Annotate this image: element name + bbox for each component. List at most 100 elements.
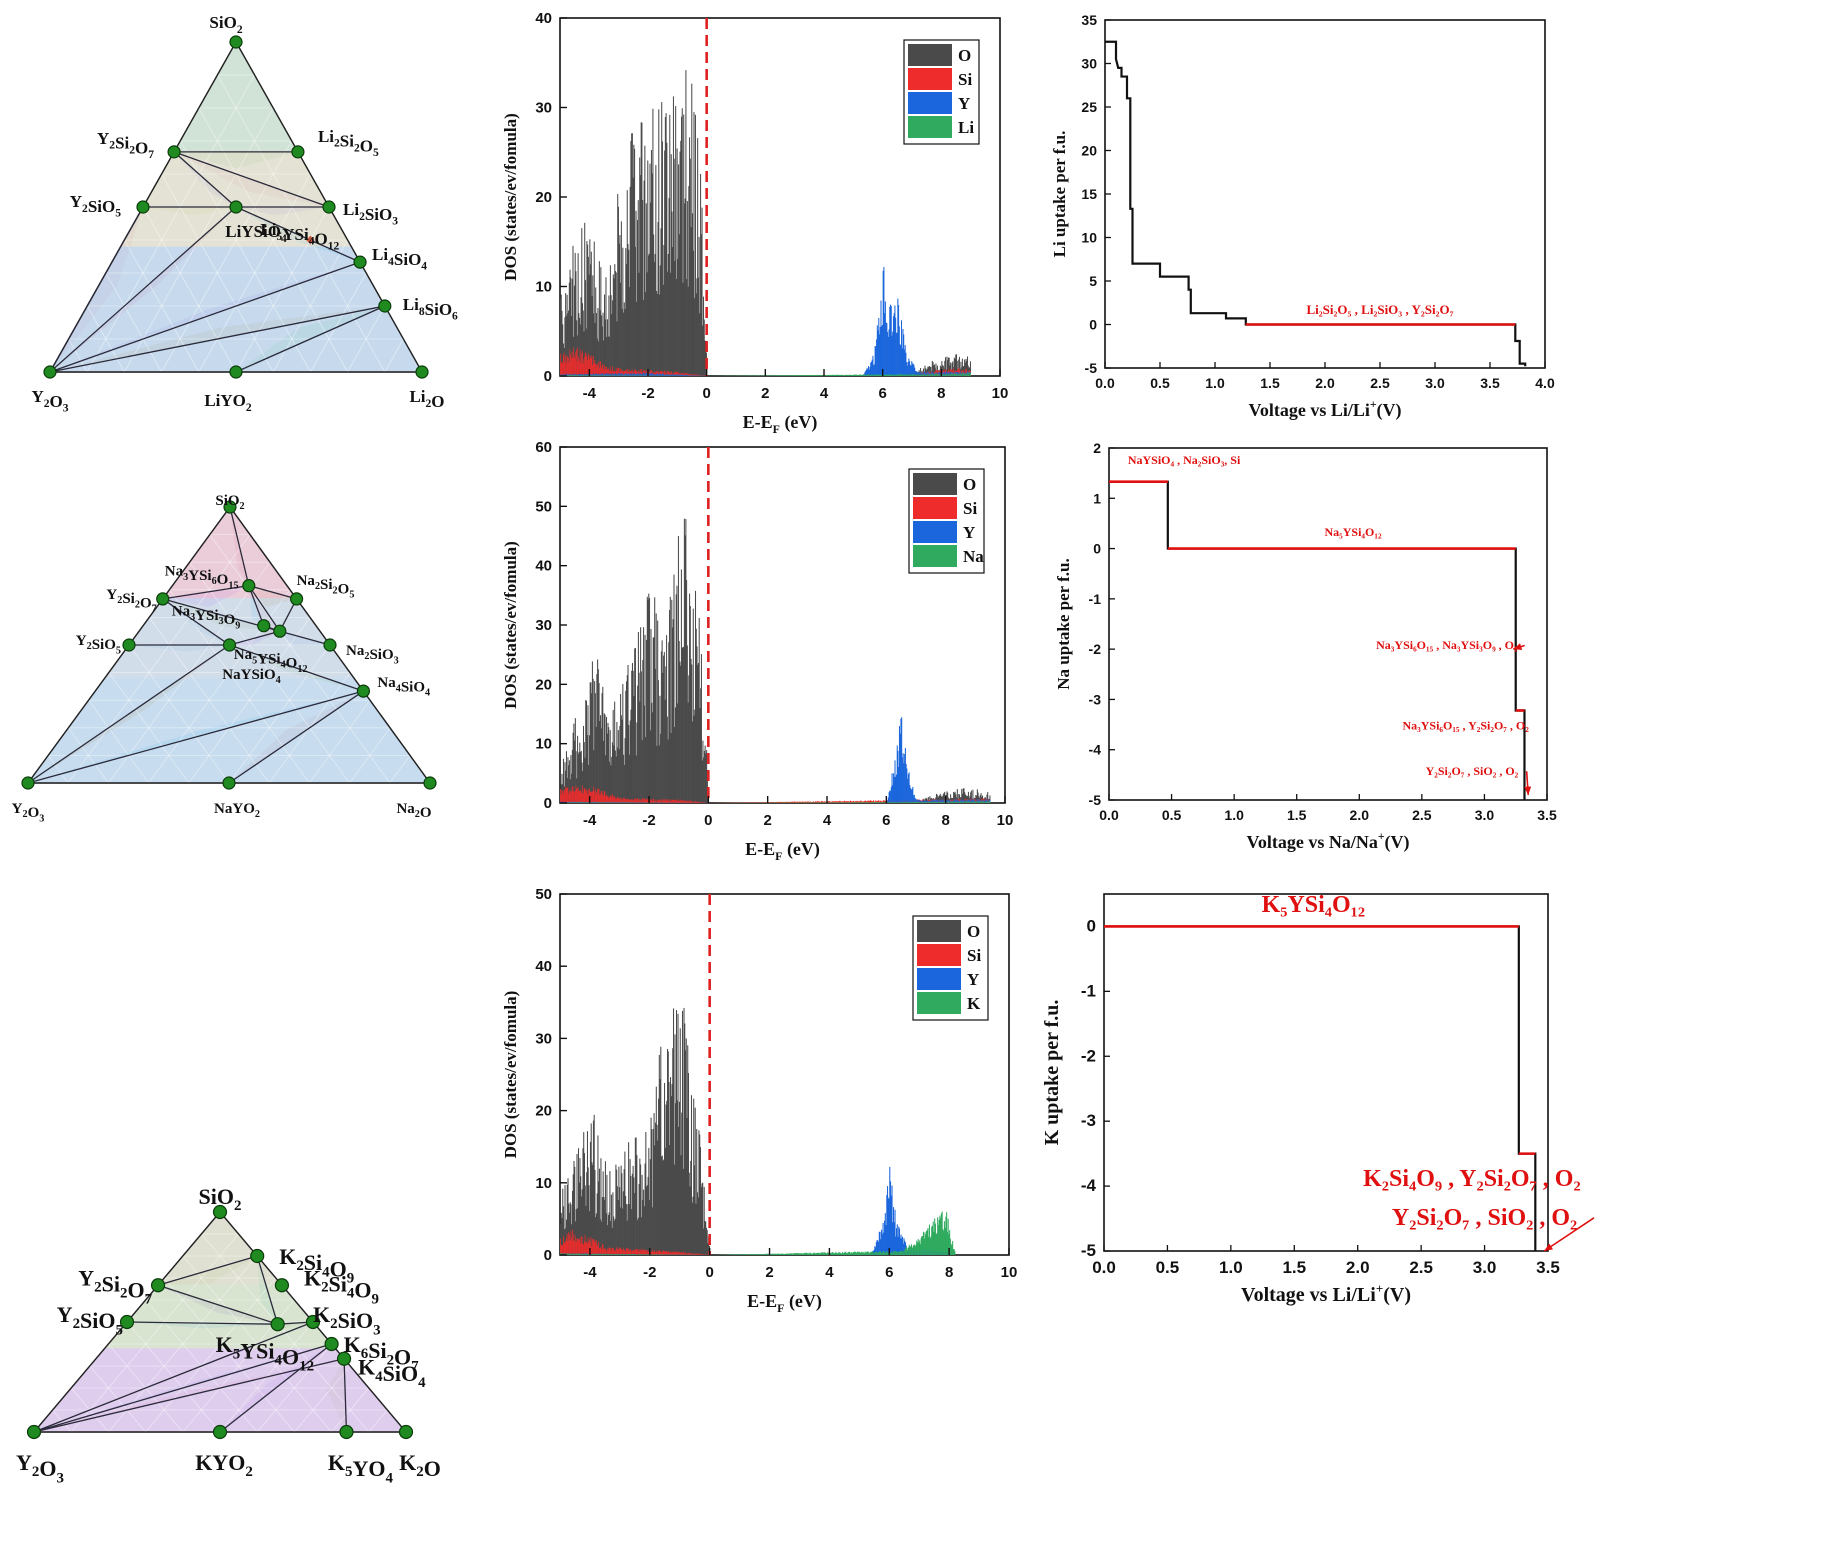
- dos-bar-alkali: [899, 1250, 901, 1255]
- dos-bar-alkali: [584, 375, 586, 376]
- dos-bar-Si: [643, 1249, 645, 1255]
- dos-bar-O: [655, 613, 657, 803]
- dos-bar-Y: [909, 364, 911, 376]
- dos-bar-alkali: [597, 1253, 599, 1255]
- dos-bar-O: [621, 719, 623, 803]
- dos-bar-alkali: [774, 375, 776, 376]
- dos-bar-Si: [645, 800, 647, 803]
- dos-bar-Y: [607, 802, 609, 803]
- phase-label: Na5YSi4O12: [234, 647, 308, 675]
- dos-bar-Y: [640, 802, 642, 803]
- dos-bar-Y: [890, 790, 892, 803]
- dos-bar-Y: [884, 1220, 886, 1255]
- dos-bar-alkali: [849, 802, 852, 803]
- dos-bar-O: [571, 773, 573, 803]
- dos-bar-Y: [907, 361, 909, 376]
- dos-bar-Si: [858, 801, 860, 803]
- dos-bar-alkali: [576, 375, 578, 376]
- dos-bar-Y: [629, 802, 631, 803]
- dos-bar-O: [675, 278, 677, 376]
- dos-bar-alkali: [604, 375, 606, 376]
- dos-bar-Si: [576, 788, 578, 803]
- dos-bar-alkali: [601, 1253, 603, 1255]
- dos-bar-alkali: [652, 1254, 654, 1255]
- dos-bar-Si: [666, 799, 668, 803]
- dos-bar-alkali: [884, 374, 886, 376]
- dos-bar-O: [692, 608, 694, 803]
- dos-bar-O: [953, 792, 955, 803]
- dos-bar-alkali: [885, 374, 887, 376]
- dos-bar-Y: [890, 305, 892, 376]
- dos-bar-O: [657, 1140, 659, 1255]
- dos-bar-alkali: [580, 802, 582, 803]
- dos-bar-Si: [872, 800, 875, 803]
- dos-bar-alkali: [834, 802, 836, 803]
- dos-bar-Si: [681, 1252, 684, 1255]
- dos-bar-alkali: [908, 802, 910, 803]
- dos-bar-alkali: [907, 802, 909, 803]
- dos-bar-Si: [588, 789, 590, 803]
- dos-bar-alkali: [857, 802, 859, 803]
- dos-bar-alkali: [864, 1251, 866, 1255]
- dos-bar-O: [615, 756, 617, 803]
- phase-node: [257, 619, 271, 633]
- tie-line: [49, 305, 385, 373]
- dos-bar-alkali: [928, 374, 930, 376]
- dos-bar-Si: [622, 798, 624, 803]
- dos-bar-alkali: [857, 1252, 859, 1255]
- phase-label: Y2O3: [16, 1450, 64, 1486]
- dos-bar-Y: [631, 802, 633, 803]
- dos-bar-Si: [820, 801, 822, 803]
- dos-bar-O: [654, 1145, 656, 1255]
- dos-bar-O: [677, 536, 679, 803]
- dos-bar-alkali: [846, 1253, 848, 1255]
- dos-bar-alkali: [561, 1253, 563, 1255]
- dos-bar-alkali: [610, 1254, 612, 1255]
- dos-bar-alkali: [958, 374, 960, 376]
- dos-bar-alkali: [905, 1246, 907, 1255]
- dos-bar-O: [580, 750, 582, 803]
- dos-bar-Y: [902, 1243, 904, 1255]
- dos-bar-O: [573, 723, 575, 803]
- dos-bar-Si: [613, 370, 615, 376]
- dos-bar-Y: [953, 799, 955, 803]
- dos-bar-alkali: [845, 1251, 847, 1255]
- y-tick-label: 10: [535, 736, 552, 753]
- dos-bar-Y: [875, 1242, 877, 1255]
- dos-bar-alkali: [929, 374, 931, 376]
- dos-bar-alkali: [910, 802, 912, 803]
- dos-bar-Si: [777, 802, 779, 803]
- dos-bar-Y: [659, 373, 661, 376]
- dos-bar-Si: [660, 371, 662, 376]
- dos-bar-O: [634, 647, 636, 803]
- dos-bar-alkali: [571, 375, 573, 376]
- dos-bar-Y: [944, 371, 946, 376]
- dos-bar-Si: [806, 801, 808, 803]
- x-tick-label: 6: [878, 385, 886, 402]
- dos-bar-alkali: [571, 802, 573, 803]
- y-axis-label: DOS (states/ev/fomula): [501, 991, 520, 1159]
- dos-bar-Si: [633, 371, 635, 376]
- dos-bar-alkali: [867, 374, 869, 376]
- dos-bar-O: [640, 1217, 642, 1255]
- dos-bar-O: [651, 702, 653, 803]
- dos-bar-Si: [856, 800, 858, 803]
- dos-bar-Si: [614, 370, 616, 376]
- dos-bar-Y: [562, 374, 564, 376]
- grid-line: [145, 1277, 277, 1433]
- dos-bar-Y: [688, 375, 690, 376]
- dos-bar-alkali: [640, 375, 642, 376]
- dos-bar-alkali: [832, 1252, 834, 1255]
- dos-bar-alkali: [966, 801, 968, 803]
- dos-bar-Y: [678, 374, 680, 376]
- dos-bar-O: [643, 1189, 645, 1255]
- dos-bar-Y: [888, 792, 890, 803]
- dos-bar-O: [684, 1050, 687, 1255]
- dos-bar-O: [604, 714, 606, 803]
- dos-bar-alkali: [925, 1234, 927, 1255]
- dos-bar-Si: [757, 802, 759, 803]
- dos-bar-Y: [569, 373, 571, 376]
- dos-bar-O: [947, 357, 949, 376]
- dos-bar-Y: [600, 802, 602, 803]
- dos-bar-Y: [957, 800, 959, 803]
